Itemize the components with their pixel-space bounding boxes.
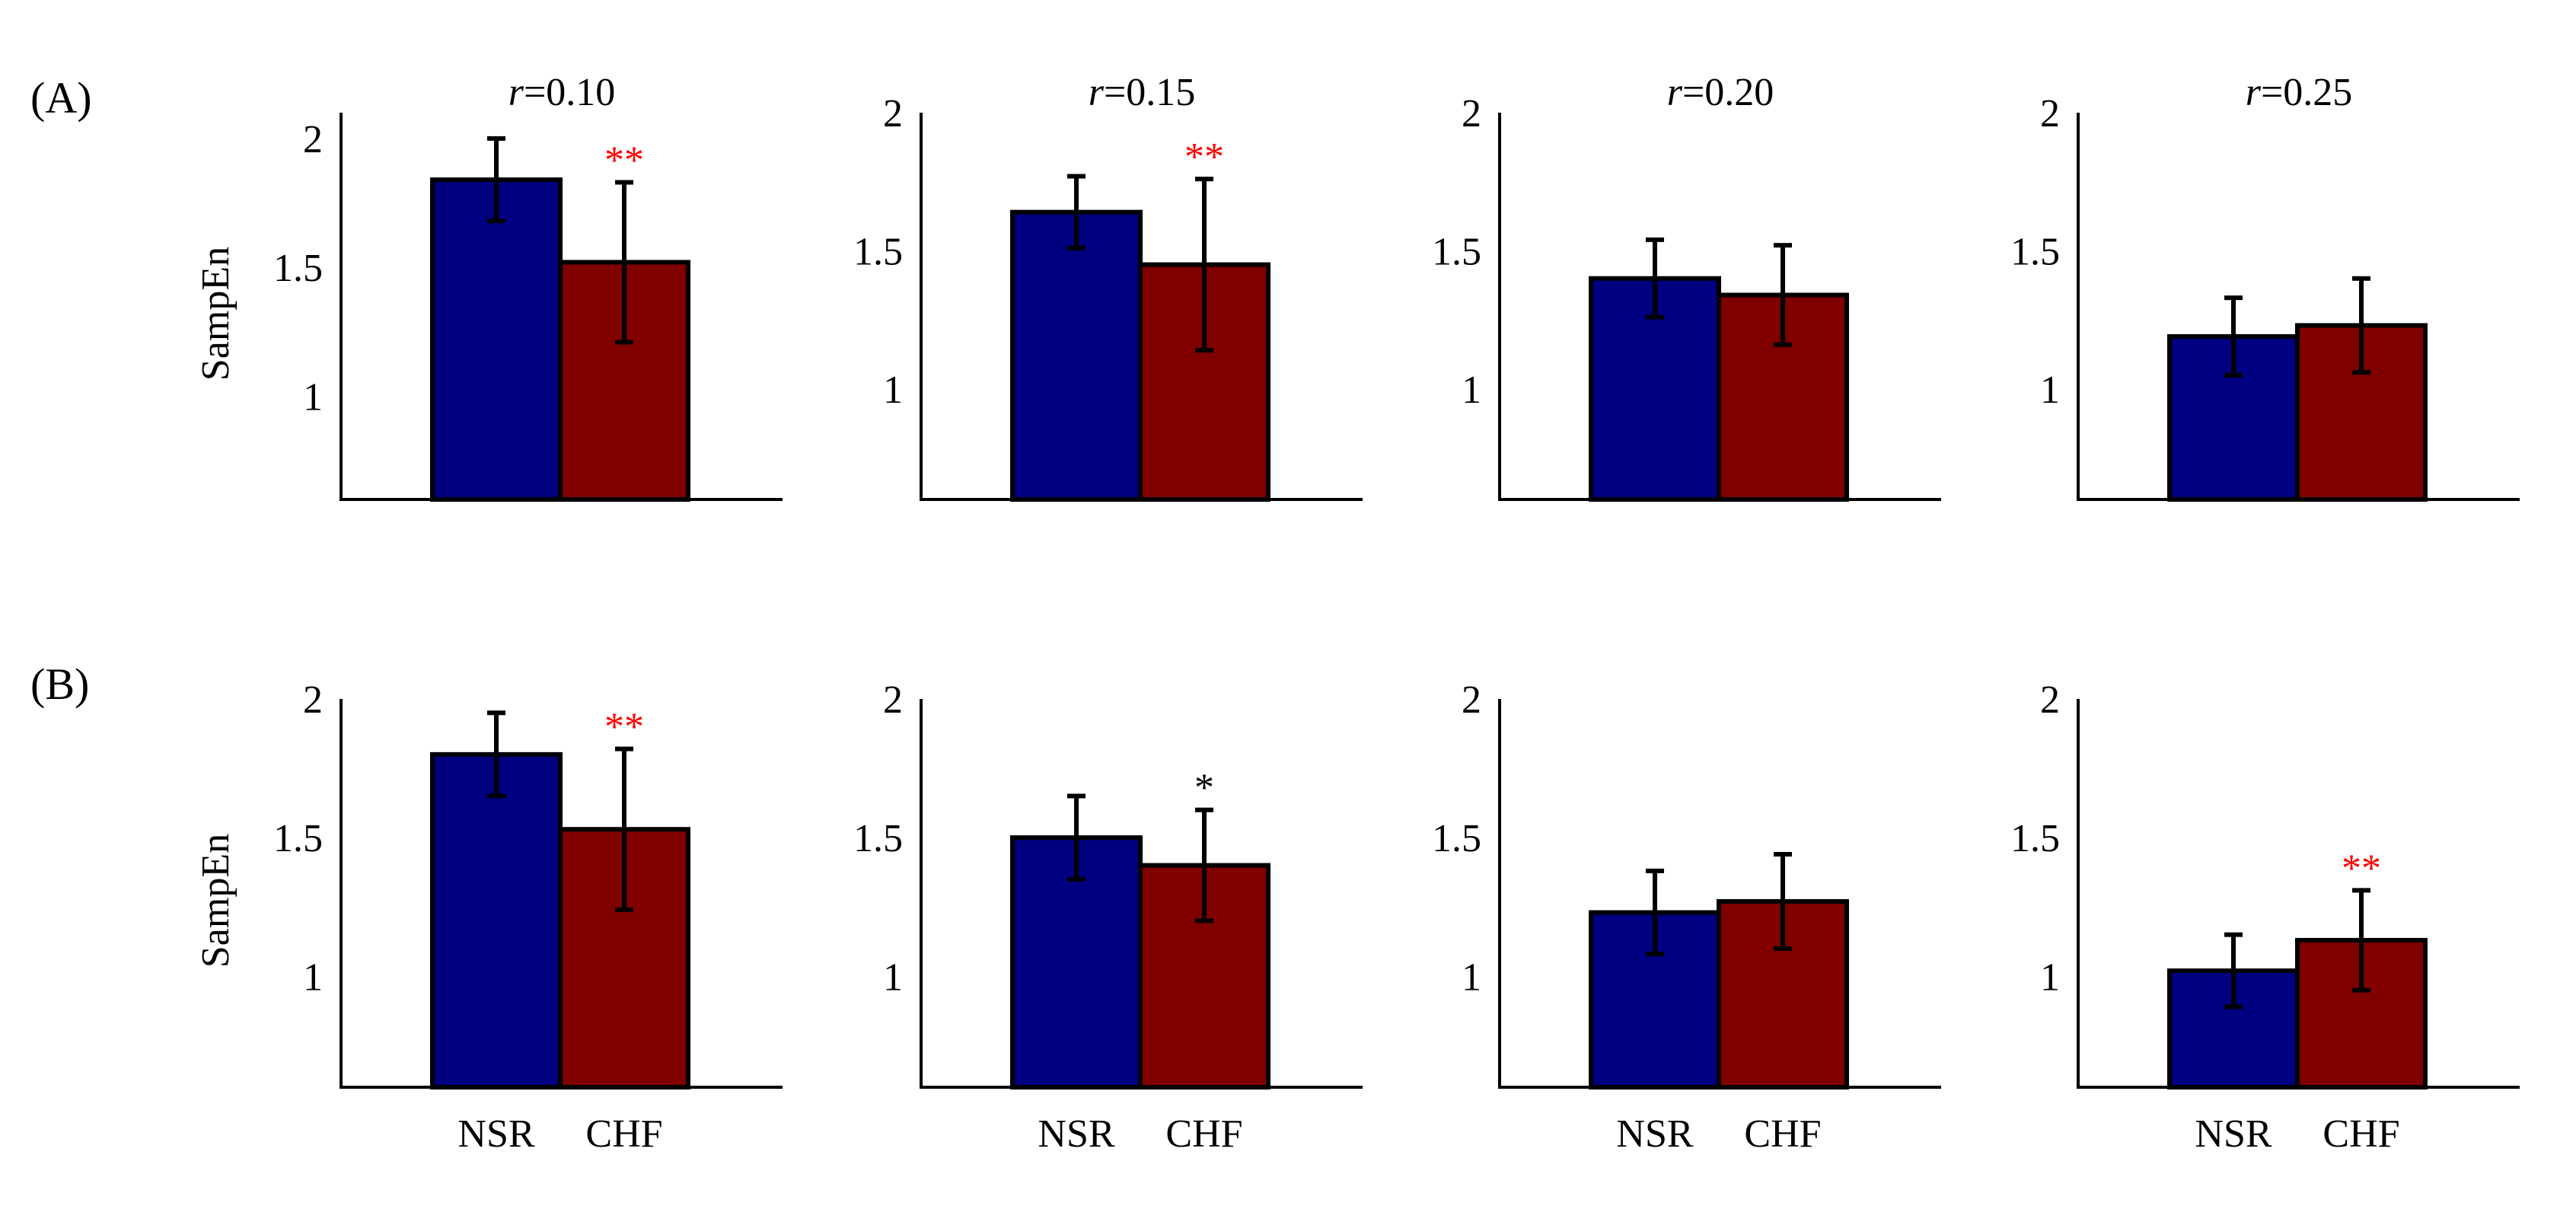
- y-tick-label: 1.5: [1432, 817, 1481, 860]
- x-tick-label-nsr: NSR: [1038, 1112, 1114, 1156]
- significance-marker: **: [604, 139, 644, 182]
- y-tick-label: 2: [2040, 92, 2060, 136]
- error-bar-chf: [1774, 852, 1792, 951]
- title-value: =0.25: [2261, 71, 2352, 114]
- y-tick-label: 2: [303, 118, 323, 161]
- y-tick-label: 2: [1462, 678, 1481, 722]
- error-bar-chf: [1195, 807, 1213, 924]
- error-bar-chf: [2352, 276, 2370, 375]
- error-bar-nsr: [1067, 793, 1086, 882]
- bar-nsr: [1010, 209, 1143, 502]
- subplot-title: r=0.25: [2246, 71, 2353, 114]
- y-tick-label: 2: [883, 92, 903, 136]
- x-tick-label-chf: CHF: [2323, 1112, 2399, 1156]
- y-tick-label: 1: [303, 376, 323, 420]
- y-tick-label: 1: [303, 956, 323, 999]
- subplot-a-1: ** 1 1.5 2 SampEn r=0.10: [194, 71, 783, 502]
- error-bar-chf: [1774, 243, 1792, 347]
- error-bar-chf: [615, 746, 633, 912]
- y-tick-label: 1.5: [273, 247, 323, 290]
- title-variable: r: [1089, 71, 1105, 114]
- subplot-b-3: 1 1.5 2 NSR CHF: [1432, 678, 1941, 1156]
- significance-marker: **: [604, 706, 644, 749]
- y-tick-label: 2: [2040, 678, 2060, 722]
- error-bar-chf: [615, 180, 633, 345]
- subplot-title: r=0.20: [1667, 71, 1774, 114]
- significance-marker: *: [1194, 767, 1214, 810]
- bar-nsr: [430, 177, 563, 502]
- y-axis-label: SampEn: [194, 247, 238, 381]
- title-value: =0.10: [524, 71, 615, 114]
- y-axis-label: SampEn: [194, 834, 238, 968]
- significance-marker: **: [2342, 847, 2381, 890]
- significance-marker: **: [1184, 136, 1224, 179]
- y-tick-label: 1: [883, 956, 903, 999]
- subplot-b-1: ** 1 1.5 2 SampEn NSR CHF: [194, 678, 783, 1156]
- y-tick-label: 1: [1462, 368, 1481, 412]
- error-bar-nsr: [487, 136, 505, 224]
- y-tick-label: 2: [1462, 92, 1481, 136]
- x-tick-label-chf: CHF: [585, 1112, 662, 1156]
- x-tick-label-chf: CHF: [1744, 1112, 1821, 1156]
- error-bar-nsr: [1067, 174, 1086, 250]
- y-tick-label: 1: [883, 368, 903, 412]
- panel-label-b: (B): [30, 659, 89, 709]
- y-tick-label: 1.5: [2010, 230, 2060, 273]
- title-value: =0.15: [1104, 71, 1195, 114]
- title-value: =0.20: [1682, 71, 1774, 114]
- error-bar-nsr: [487, 710, 505, 799]
- y-tick-label: 1.5: [2010, 817, 2060, 860]
- subplot-b-2: * 1 1.5 2 NSR CHF: [853, 678, 1363, 1156]
- subplot-title: r=0.15: [1089, 71, 1196, 114]
- title-variable: r: [1667, 71, 1683, 114]
- error-bar-nsr: [2224, 932, 2243, 1010]
- y-tick-label: 1.5: [853, 817, 903, 860]
- y-tick-label: 1.5: [273, 817, 323, 860]
- y-tick-label: 1: [2040, 368, 2060, 412]
- y-tick-label: 1.5: [1432, 230, 1481, 273]
- title-variable: r: [509, 71, 524, 114]
- y-tick-label: 2: [883, 678, 903, 722]
- subplot-b-4: ** 1 1.5 2 NSR CHF: [2010, 678, 2520, 1156]
- x-tick-label-chf: CHF: [1165, 1112, 1242, 1156]
- panel-label-a: (A): [30, 73, 92, 123]
- y-tick-label: 1: [2040, 956, 2060, 999]
- subplot-a-4: 1 1.5 2 r=0.25: [2010, 71, 2520, 502]
- error-bar-nsr: [1646, 237, 1664, 320]
- y-tick-label: 2: [303, 678, 323, 722]
- error-bar-chf: [1195, 177, 1213, 353]
- error-bar-nsr: [1646, 868, 1664, 957]
- error-bar-nsr: [2224, 295, 2243, 378]
- title-variable: r: [2246, 71, 2262, 114]
- error-bar-chf: [2352, 888, 2370, 993]
- subplot-a-3: 1 1.5 2 r=0.20: [1432, 71, 1941, 502]
- x-tick-label-nsr: NSR: [2195, 1112, 2272, 1156]
- x-tick-label-nsr: NSR: [1616, 1112, 1693, 1156]
- x-tick-label-nsr: NSR: [457, 1112, 534, 1156]
- subplot-title: r=0.10: [509, 71, 616, 114]
- y-tick-label: 1.5: [853, 230, 903, 273]
- subplot-a-2: ** 1 1.5 2 r=0.15: [853, 71, 1363, 502]
- y-tick-label: 1: [1462, 956, 1481, 999]
- bar-nsr: [430, 751, 563, 1090]
